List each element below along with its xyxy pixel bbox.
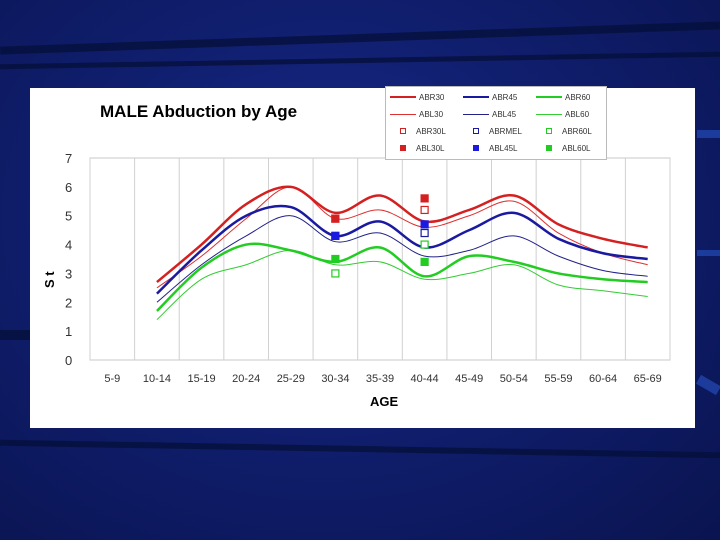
series-line-abl30 <box>156 186 648 289</box>
x-tick-label: 55-59 <box>544 373 572 385</box>
legend-item-abr45: ABR45 <box>463 90 517 104</box>
series-line-abl45 <box>156 215 648 303</box>
point-abl30l <box>331 214 340 223</box>
x-tick-label: 10-14 <box>143 373 171 385</box>
legend-label: ABR30L <box>416 126 446 136</box>
x-tick-label: 25-29 <box>277 373 305 385</box>
legend-label: ABL30 <box>419 109 444 119</box>
x-tick-label: 35-39 <box>366 373 394 385</box>
point-abl45l <box>331 231 340 241</box>
legend-label: ABR60 <box>565 92 591 102</box>
x-axis-label: AGE <box>370 394 399 409</box>
legend-line-swatch <box>390 96 416 98</box>
x-tick-label: 65-69 <box>634 373 662 385</box>
background-stripe <box>0 51 720 70</box>
point-abr30l <box>420 205 429 215</box>
legend-item-abl45l: ABL45L <box>463 141 517 155</box>
background-glow <box>696 374 720 396</box>
chart-title: MALE Abduction by Age <box>100 102 298 121</box>
background-glow <box>697 130 720 138</box>
background-stripe <box>0 330 30 340</box>
legend-marker-swatch <box>473 128 479 134</box>
y-tick-label: 1 <box>65 324 72 339</box>
y-tick-label: 7 <box>65 151 72 166</box>
x-tick-label: 5-9 <box>104 373 120 385</box>
series-line-abr60 <box>156 242 648 312</box>
legend-marker-swatch <box>400 128 406 134</box>
x-tick-label: 20-24 <box>232 373 260 385</box>
point-abrmel <box>420 228 429 238</box>
chart-panel: 0 1 2 3 4 5 6 7 5-9 10-14 15-19 20-24 25-29 30-34 35-3… <box>30 86 695 428</box>
legend-item-abrmel: ABRMEL <box>463 124 522 138</box>
series-line-abl60 <box>156 249 648 320</box>
legend-marker-swatch <box>473 145 479 151</box>
x-tick-label: 30-34 <box>321 373 349 385</box>
legend-marker-swatch <box>400 145 406 151</box>
legend-line-swatch <box>536 113 562 115</box>
background-glow <box>697 250 720 256</box>
legend-label: ABR45 <box>492 92 518 102</box>
y-axis-label: S t <box>42 271 57 288</box>
series-line-abr45 <box>156 204 648 295</box>
y-tick-label: 6 <box>65 180 72 195</box>
legend-item-abl30l: ABL30L <box>390 141 444 155</box>
y-tick-label: 0 <box>65 353 72 368</box>
legend-item-abl60l: ABL60L <box>536 141 590 155</box>
point-abl60l <box>331 254 340 264</box>
x-tick-label: 45-49 <box>455 373 483 385</box>
x-tick-label: 60-64 <box>589 373 617 385</box>
legend-label: ABR30 <box>419 92 445 102</box>
background-stripe <box>0 439 720 459</box>
background-stripe <box>0 21 720 55</box>
point-abl60l <box>420 257 429 266</box>
legend-marker-swatch <box>546 145 552 151</box>
legend-label: ABL60 <box>565 109 590 119</box>
point-abl45l <box>420 220 429 229</box>
legend-item-abr60: ABR60 <box>536 90 590 104</box>
legend-label: ABL45L <box>489 143 518 153</box>
y-tick-label: 5 <box>65 209 72 224</box>
legend-line-swatch <box>536 96 562 98</box>
legend-label: ABL45 <box>492 109 517 119</box>
legend-label: ABRMEL <box>489 126 522 136</box>
x-tick-label: 40-44 <box>411 373 439 385</box>
y-tick-label: 4 <box>65 238 72 253</box>
legend-item-abl45: ABL45 <box>463 107 516 121</box>
legend-label: ABL30L <box>416 143 445 153</box>
x-tick-label: 15-19 <box>187 373 215 385</box>
legend-line-swatch <box>463 113 489 115</box>
legend-marker-swatch <box>546 128 552 134</box>
legend-label: ABR60L <box>562 126 592 136</box>
legend-item-abl60: ABL60 <box>536 107 589 121</box>
series-line-abr30 <box>156 185 648 284</box>
plot-area <box>89 157 671 361</box>
y-tick-label: 2 <box>65 295 72 310</box>
x-tick-label: 50-54 <box>500 373 528 385</box>
legend-label: ABL60L <box>562 143 591 153</box>
line-chart: 0 1 2 3 4 5 6 7 5-9 10-14 15-19 20-24 25-29 30-34 35-3… <box>65 151 671 385</box>
legend-line-swatch <box>390 113 416 115</box>
legend-item-abr30l: ABR30L <box>390 124 446 138</box>
point-abl30l <box>420 194 429 203</box>
legend-item-abr60l: ABR60L <box>536 124 592 138</box>
legend-item-abr30: ABR30 <box>390 90 444 104</box>
chart-legend: ABR30 ABR45 ABR60 ABL30 ABL45 ABL60 ABR30L ABRM… <box>385 86 607 160</box>
legend-item-abl30: ABL30 <box>390 107 443 121</box>
point-abr60l <box>331 269 340 278</box>
legend-line-swatch <box>463 96 489 98</box>
point-abr60l <box>420 240 429 249</box>
y-tick-label: 3 <box>65 266 72 281</box>
